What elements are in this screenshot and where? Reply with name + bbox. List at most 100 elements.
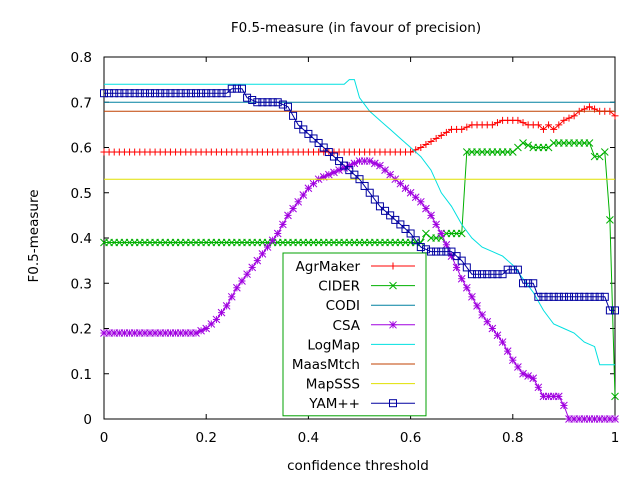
data-point [100,89,108,98]
legend-label: MaasMtch [292,357,360,373]
data-point [549,292,558,301]
data-point [140,89,149,98]
y-tick-label: 0 [83,412,92,428]
data-point [524,141,532,150]
legend-label: LogMap [307,337,360,353]
data-point [611,415,619,423]
legend-entry: AgrMaker [296,259,415,275]
data-point [478,270,487,279]
data-point [212,315,221,324]
data-point [605,306,614,315]
data-point [314,138,323,147]
data-point [299,191,308,199]
data-point [534,292,543,301]
data-point [508,356,517,365]
data-point [237,84,246,93]
data-point [375,202,384,211]
data-point [115,89,124,98]
x-tick-label: 0.4 [298,430,319,446]
x-tick-label: 0 [100,430,109,446]
y-tick-label: 0.6 [71,141,92,157]
series-cider [100,139,619,401]
data-point [493,270,502,279]
data-point [529,374,538,383]
y-tick-label: 0.4 [71,231,92,247]
data-point [585,139,594,147]
data-point [110,89,119,98]
data-point [565,114,573,122]
data-point [407,148,415,156]
data-point [324,148,333,157]
data-point [416,238,425,247]
data-point [611,392,619,401]
y-tick-label: 0.5 [71,186,92,202]
data-point [156,89,165,98]
data-point [575,292,584,301]
data-point [355,175,364,184]
data-point [243,93,252,102]
data-point [457,256,466,265]
data-point [319,143,328,152]
data-point [389,399,397,408]
legend-label: YAM++ [308,396,360,412]
data-point [595,292,604,301]
data-point [493,331,502,340]
data-point [411,193,420,202]
data-point [437,229,446,238]
data-point [370,195,379,204]
y-tick-label: 0.1 [71,367,92,383]
data-point [560,401,568,410]
legend-label: CSA [333,318,361,334]
data-point [554,392,563,401]
data-point [389,281,397,290]
data-point [191,89,200,98]
legend-box [282,252,427,417]
data-point [253,256,262,265]
data-point [171,89,180,98]
data-point [258,249,267,258]
data-point [519,139,527,147]
data-point [442,240,451,249]
data-point [273,98,282,107]
data-point [432,220,441,229]
data-point [289,111,298,120]
data-point [463,123,471,131]
data-point [227,292,236,301]
data-point [422,204,430,213]
data-point [207,89,216,98]
legend-entry: MapSSS [306,377,415,393]
legend-entry: LogMap [307,337,415,353]
data-point [345,166,354,175]
y-tick-label: 0.8 [71,50,92,66]
data-point [462,263,471,272]
data-point [233,283,241,292]
data-point [166,89,175,98]
data-point [248,263,257,272]
data-point [555,121,563,129]
legend-entry: MaasMtch [292,357,415,373]
data-point [442,247,451,256]
data-point [283,102,292,111]
data-point [473,302,481,310]
data-point [294,197,303,206]
data-point [550,125,558,133]
data-point [473,270,482,279]
data-point [483,270,492,279]
data-point [401,224,410,233]
data-point [263,243,272,251]
x-tick-label: 1 [611,430,620,446]
data-point [253,98,262,107]
data-point [585,103,593,111]
data-point [600,292,609,301]
data-point [416,243,425,252]
data-point [580,292,589,301]
legend-entry: CIDER [318,279,415,295]
series-yam- [100,84,619,315]
data-point [181,89,190,98]
data-point [289,204,297,213]
data-point [570,112,578,120]
data-point [217,308,226,317]
data-point [389,262,397,270]
data-point [135,89,144,98]
